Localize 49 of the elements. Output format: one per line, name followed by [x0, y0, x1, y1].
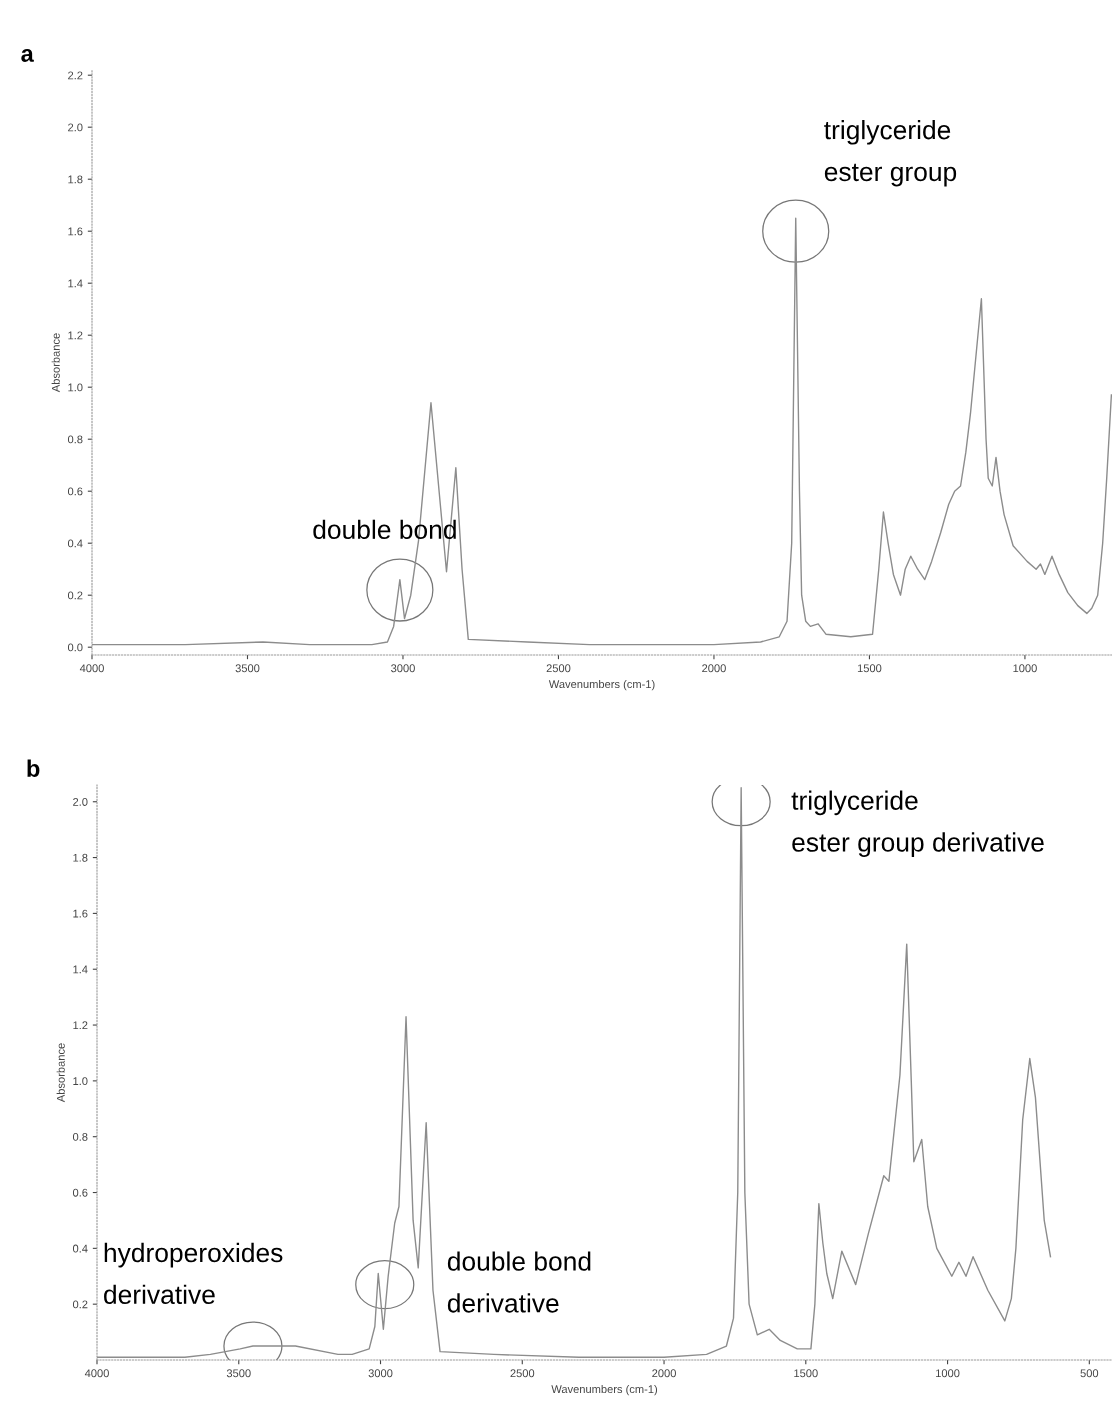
y-tick-label: 1.8: [73, 853, 88, 862]
annotation: double bond: [313, 519, 456, 540]
y-tick-label: 1.6: [68, 227, 83, 236]
line-series: [92, 217, 1112, 646]
x-tick-label: 4000: [79, 664, 104, 673]
x-tick-label: 1500: [794, 1369, 818, 1378]
chart-title: b: [27, 759, 40, 777]
x-tick-label: 500: [1080, 1369, 1099, 1378]
x-tick-label: 4000: [84, 1369, 109, 1378]
chart-title: a: [21, 48, 34, 62]
y-tick-label: 0.6: [72, 1188, 88, 1197]
y-tick-label: 1.4: [68, 279, 83, 288]
x-tick-label: 1500: [857, 664, 882, 673]
x-tick-label: 2000: [702, 664, 726, 673]
x-axis-title: Wavenumbers (cm-1): [548, 679, 655, 691]
x-tick-label: 1000: [936, 1369, 960, 1378]
y-tick-label: 2.2: [68, 71, 83, 80]
x-axis-title: Wavenumbers (cm-1): [551, 1384, 658, 1396]
x-tick-label: 2500: [510, 1369, 535, 1378]
y-axis-title: Absorbance: [56, 1043, 65, 1103]
x-tick-label: 2500: [546, 664, 571, 673]
annotation: triglyceride ester group: [824, 119, 957, 187]
y-tick-label: 0.4: [72, 1244, 88, 1253]
y-tick-label: 0.8: [67, 435, 83, 444]
x-tick-label: 2000: [652, 1369, 676, 1378]
x-tick-label: 1000: [1013, 664, 1037, 673]
x-tick-label: 3500: [226, 1369, 251, 1378]
x-tick-label: 3000: [391, 664, 415, 673]
annotation: double bond derivative: [447, 1251, 591, 1313]
y-tick-label: 0.6: [67, 487, 83, 496]
y-tick-label: 1.2: [73, 1021, 88, 1030]
annotation: triglyceride ester group derivative: [791, 790, 1044, 857]
y-tick-label: 1.8: [68, 175, 83, 184]
y-tick-label: 0.4: [67, 539, 83, 548]
y-tick-label: 2.0: [73, 798, 88, 806]
y-tick-label: 1.6: [73, 909, 88, 918]
y-axis-title: Absorbance: [51, 333, 60, 393]
y-tick-label: 1.0: [73, 1077, 88, 1086]
annotation: hydroperoxides derivative: [104, 1242, 283, 1305]
y-tick-label: 2.0: [68, 123, 83, 132]
x-tick-label: 3500: [235, 664, 260, 673]
y-tick-label: 1.4: [73, 965, 88, 974]
y-tick-label: 0.0: [67, 643, 83, 652]
y-tick-label: 0.8: [72, 1132, 88, 1141]
y-tick-label: 0.2: [67, 591, 83, 600]
y-tick-label: 0.2: [72, 1300, 88, 1309]
y-tick-label: 1.0: [68, 383, 83, 392]
y-tick-label: 1.2: [68, 331, 83, 340]
x-tick-label: 3000: [368, 1369, 393, 1378]
